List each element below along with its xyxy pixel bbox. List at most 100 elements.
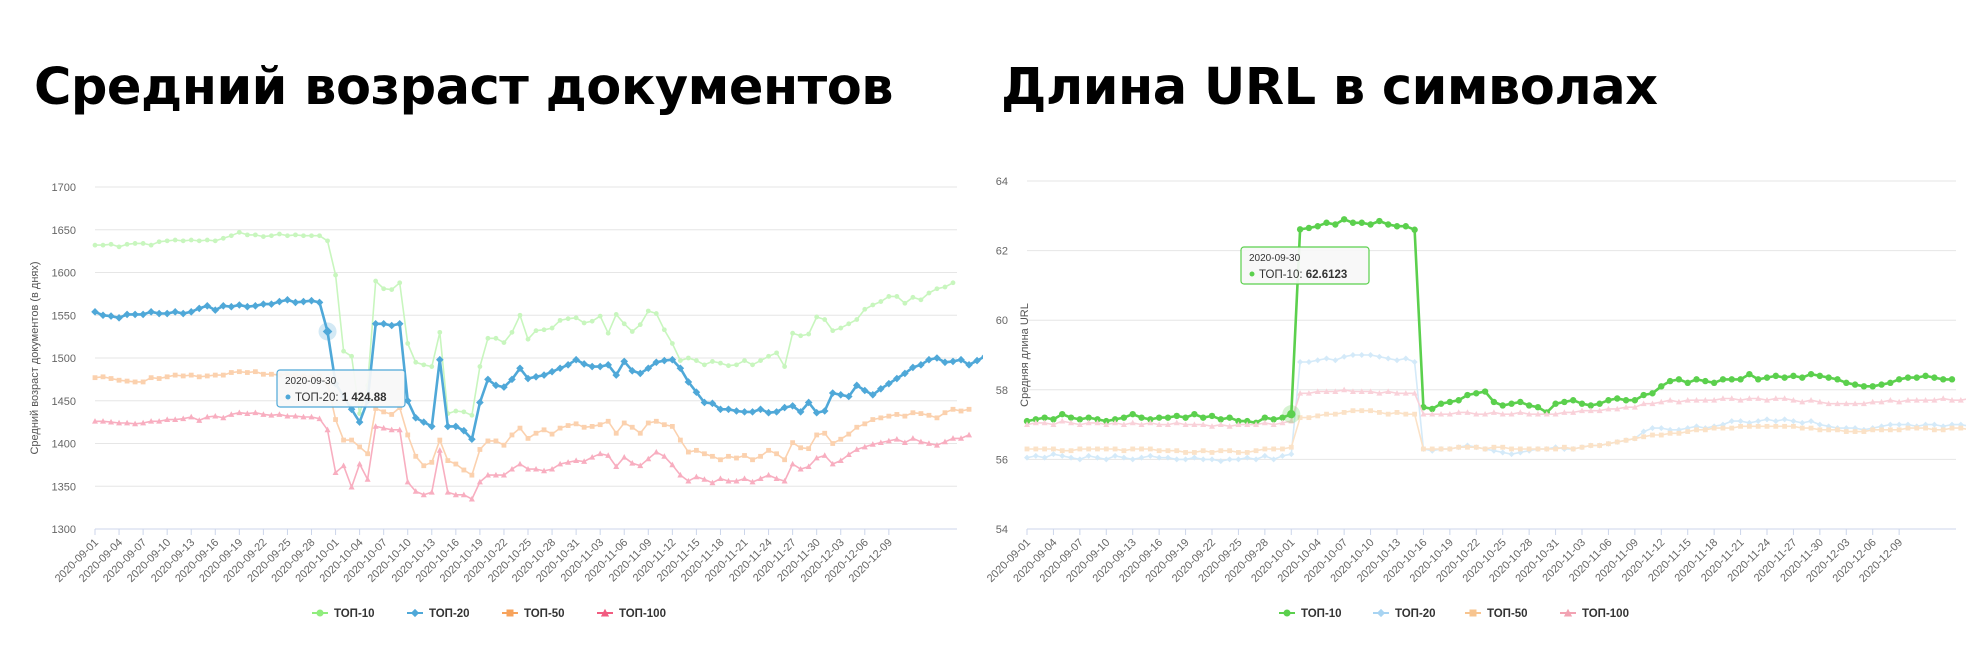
- data-point: [485, 438, 491, 444]
- y-tick-label: 58: [996, 385, 1008, 397]
- data-point: [870, 417, 876, 422]
- data-point: [653, 448, 660, 455]
- data-point: [509, 329, 515, 335]
- data-point: [307, 296, 316, 305]
- data-point: [1103, 446, 1109, 452]
- data-point: [901, 369, 909, 378]
- data-point: [355, 418, 364, 426]
- legend-item[interactable]: ТОП-20: [407, 608, 470, 620]
- data-point: [677, 437, 683, 443]
- data-point: [1455, 409, 1462, 415]
- data-point: [1341, 386, 1348, 393]
- data-point: [934, 415, 940, 421]
- data-point: [100, 242, 106, 248]
- data-point: [950, 435, 956, 441]
- data-point: [180, 373, 186, 379]
- data-point: [1068, 448, 1074, 454]
- data-point: [155, 309, 163, 318]
- data-point: [1155, 414, 1163, 421]
- data-point: [756, 405, 765, 414]
- legend-label: ТОП-10: [1301, 608, 1342, 620]
- data-point: [925, 440, 932, 446]
- data-point: [1314, 388, 1321, 394]
- grid: 54 56 58 60 62 64: [996, 176, 1956, 536]
- data-point: [1156, 454, 1163, 461]
- age-line-chart[interactable]: 1300 1350 1400 1450 1500 1550 1600 1650 1700 Сред…: [0, 0, 983, 664]
- data-point: [637, 322, 643, 328]
- legend-item[interactable]: ТОП-100: [597, 608, 666, 620]
- data-point: [854, 424, 860, 430]
- data-point: [1297, 358, 1304, 365]
- data-point: [1068, 454, 1075, 461]
- data-point: [1913, 397, 1920, 403]
- data-point: [1631, 397, 1639, 404]
- data-point: [605, 452, 612, 458]
- data-point: [1191, 410, 1198, 418]
- data-point: [812, 408, 821, 417]
- data-point: [1191, 450, 1197, 455]
- data-point: [1173, 419, 1180, 426]
- data-point: [1799, 398, 1806, 405]
- data-point: [132, 379, 138, 385]
- data-point: [1076, 456, 1083, 463]
- data-point: [1632, 436, 1638, 441]
- data-point: [1694, 427, 1699, 433]
- data-point: [1402, 355, 1409, 362]
- data-point: [581, 424, 587, 430]
- data-point: [115, 314, 123, 322]
- data-point: [1790, 418, 1797, 425]
- data-point: [163, 309, 171, 318]
- data-point: [269, 233, 274, 239]
- data-point: [1754, 376, 1762, 383]
- data-point: [1156, 421, 1163, 427]
- data-point: [1041, 454, 1048, 461]
- data-point: [1438, 446, 1444, 452]
- data-point: [509, 432, 515, 438]
- data-point: [420, 491, 427, 498]
- y-tick-label: 62: [996, 246, 1008, 258]
- data-point: [349, 437, 354, 443]
- data-point: [1755, 418, 1762, 425]
- url-length-line-chart[interactable]: 54 56 58 60 62 64 Средняя длина URL 2020-09-012…: [983, 0, 1966, 664]
- data-point: [1350, 408, 1356, 414]
- data-point: [164, 238, 170, 244]
- data-point: [1067, 414, 1075, 421]
- data-point: [589, 424, 595, 429]
- data-point: [1121, 448, 1127, 454]
- legend-item[interactable]: ТОП-10: [1279, 608, 1342, 620]
- data-point: [220, 414, 227, 421]
- data-point: [1605, 405, 1612, 412]
- legend-item[interactable]: ТОП-50: [502, 608, 565, 620]
- data-point: [212, 372, 218, 378]
- data-point: [1217, 421, 1224, 427]
- data-point: [1314, 357, 1321, 364]
- data-point: [821, 452, 828, 458]
- data-point: [861, 443, 868, 450]
- data-point: [676, 364, 685, 373]
- data-point: [1367, 352, 1374, 358]
- data-point: [1394, 390, 1400, 396]
- data-point: [1552, 410, 1559, 417]
- data-point: [107, 312, 115, 320]
- data-point: [1438, 410, 1445, 417]
- data-point: [1183, 450, 1188, 455]
- legend-item[interactable]: ТОП-20: [1373, 608, 1436, 620]
- data-point: [958, 435, 965, 441]
- data-point: [1878, 398, 1885, 405]
- data-point: [204, 413, 211, 420]
- data-point: [708, 399, 717, 408]
- data-point: [1208, 412, 1216, 420]
- data-point: [1772, 372, 1780, 380]
- data-point: [477, 364, 483, 369]
- data-point: [1816, 421, 1823, 428]
- data-point: [444, 422, 452, 431]
- data-point: [1517, 398, 1524, 406]
- data-point: [694, 447, 699, 453]
- data-point: [1561, 444, 1567, 450]
- data-point: [372, 423, 379, 429]
- legend-item[interactable]: ТОП-50: [1465, 608, 1528, 620]
- data-point: [782, 457, 788, 463]
- data-point: [1280, 446, 1285, 452]
- legend-item[interactable]: ТОП-10: [312, 608, 375, 620]
- legend-item[interactable]: ТОП-100: [1560, 608, 1629, 620]
